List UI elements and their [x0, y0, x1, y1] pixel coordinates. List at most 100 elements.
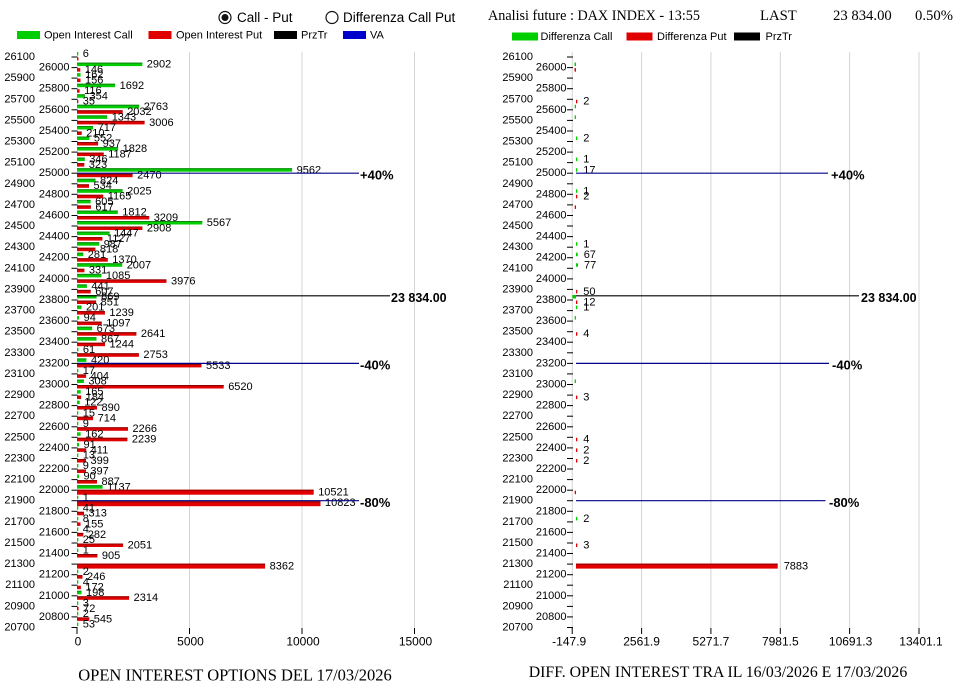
svg-text:2: 2 [583, 455, 589, 467]
svg-text:2: 2 [583, 444, 589, 456]
svg-text:22400: 22400 [39, 442, 70, 454]
svg-text:116: 116 [84, 85, 102, 97]
svg-text:23600: 23600 [39, 315, 70, 327]
svg-text:9: 9 [83, 418, 89, 430]
svg-text:156: 156 [85, 75, 103, 87]
svg-text:1187: 1187 [108, 149, 132, 161]
svg-text:-80%: -80% [829, 495, 860, 510]
svg-text:1: 1 [583, 185, 589, 197]
svg-text:23200: 23200 [39, 357, 70, 369]
svg-text:21300: 21300 [4, 558, 35, 570]
svg-text:397: 397 [90, 465, 108, 477]
svg-text:201: 201 [86, 302, 104, 314]
svg-text:+40%: +40% [360, 167, 394, 182]
svg-text:23300: 23300 [4, 347, 35, 359]
svg-text:23800: 23800 [39, 294, 70, 306]
svg-text:6520: 6520 [228, 381, 252, 393]
svg-text:2753: 2753 [143, 349, 167, 361]
svg-text:281: 281 [88, 249, 106, 261]
svg-text:2763: 2763 [144, 101, 168, 113]
svg-text:717: 717 [98, 122, 116, 134]
svg-text:25000: 25000 [39, 167, 70, 179]
svg-text:246: 246 [87, 571, 105, 583]
svg-text:869: 869 [101, 291, 119, 303]
svg-text:24700: 24700 [502, 199, 533, 211]
svg-text:10521: 10521 [318, 487, 349, 499]
svg-text:21200: 21200 [39, 569, 70, 581]
svg-text:22300: 22300 [4, 453, 35, 465]
svg-text:20900: 20900 [502, 600, 533, 612]
svg-text:20900: 20900 [4, 600, 35, 612]
svg-text:23400: 23400 [536, 336, 567, 348]
svg-text:21100: 21100 [5, 579, 35, 591]
svg-text:155: 155 [85, 518, 103, 530]
svg-text:50: 50 [583, 286, 595, 298]
svg-text:DIFF. OPEN INTEREST TRA IL 16/: DIFF. OPEN INTEREST TRA IL 16/03/2026 E … [529, 664, 908, 681]
svg-text:23300: 23300 [502, 347, 533, 359]
svg-text:24200: 24200 [39, 252, 70, 264]
svg-text:22100: 22100 [502, 474, 533, 486]
svg-text:Analisi future : DAX INDEX - 1: Analisi future : DAX INDEX - 13:55 [488, 8, 700, 24]
svg-text:53: 53 [83, 619, 95, 631]
svg-text:4: 4 [583, 434, 589, 446]
svg-text:2470: 2470 [137, 170, 161, 182]
svg-text:61: 61 [83, 344, 95, 356]
svg-text:21300: 21300 [502, 558, 533, 570]
svg-text:22300: 22300 [502, 453, 533, 465]
svg-text:165: 165 [85, 386, 103, 398]
svg-text:3976: 3976 [171, 275, 195, 287]
svg-text:20700: 20700 [502, 622, 533, 634]
svg-text:346: 346 [89, 154, 107, 166]
svg-text:25800: 25800 [39, 83, 70, 95]
svg-text:26100: 26100 [502, 51, 533, 63]
svg-text:24500: 24500 [4, 220, 35, 232]
svg-text:0: 0 [75, 635, 82, 649]
svg-text:25900: 25900 [502, 72, 533, 84]
svg-text:22600: 22600 [536, 421, 567, 433]
svg-text:25100: 25100 [4, 157, 35, 169]
svg-text:20800: 20800 [536, 611, 567, 623]
svg-text:2007: 2007 [127, 259, 151, 271]
svg-text:4: 4 [83, 576, 89, 588]
svg-text:2641: 2641 [141, 328, 165, 340]
svg-text:13: 13 [83, 450, 95, 462]
svg-text:21800: 21800 [39, 505, 70, 517]
svg-text:605: 605 [95, 196, 113, 208]
svg-text:1244: 1244 [110, 339, 134, 351]
svg-text:10823: 10823 [325, 497, 356, 509]
svg-text:23 834.00: 23 834.00 [833, 8, 892, 24]
svg-text:PrzTr: PrzTr [301, 30, 328, 42]
svg-text:VA: VA [370, 30, 385, 42]
svg-text:25400: 25400 [39, 125, 70, 137]
svg-text:4: 4 [583, 328, 589, 340]
svg-text:2266: 2266 [133, 423, 157, 435]
svg-text:24300: 24300 [4, 241, 35, 253]
svg-text:313: 313 [89, 508, 107, 520]
svg-text:1097: 1097 [106, 318, 130, 330]
svg-text:25600: 25600 [39, 104, 70, 116]
svg-text:1127: 1127 [107, 233, 131, 245]
svg-text:21700: 21700 [4, 516, 35, 528]
svg-text:22500: 22500 [4, 431, 35, 443]
svg-text:Open Interest Put: Open Interest Put [176, 30, 262, 42]
svg-text:25100: 25100 [502, 157, 533, 169]
svg-text:23700: 23700 [502, 305, 533, 317]
svg-text:21100: 21100 [503, 579, 533, 591]
svg-text:-80%: -80% [360, 495, 391, 510]
svg-text:1: 1 [583, 154, 589, 166]
svg-text:22800: 22800 [536, 400, 567, 412]
svg-text:8362: 8362 [270, 561, 294, 573]
svg-text:22000: 22000 [39, 484, 70, 496]
svg-text:3209: 3209 [154, 212, 178, 224]
svg-text:21400: 21400 [39, 548, 70, 560]
svg-text:0.50%: 0.50% [915, 8, 953, 24]
svg-text:987: 987 [104, 238, 122, 250]
svg-text:23 834.00: 23 834.00 [861, 291, 917, 305]
svg-text:20700: 20700 [4, 622, 35, 634]
svg-text:673: 673 [97, 323, 115, 335]
svg-text:198: 198 [86, 587, 104, 599]
svg-text:25500: 25500 [502, 114, 533, 126]
svg-text:354: 354 [90, 90, 108, 102]
svg-text:21900: 21900 [502, 495, 533, 507]
svg-text:867: 867 [101, 333, 119, 345]
